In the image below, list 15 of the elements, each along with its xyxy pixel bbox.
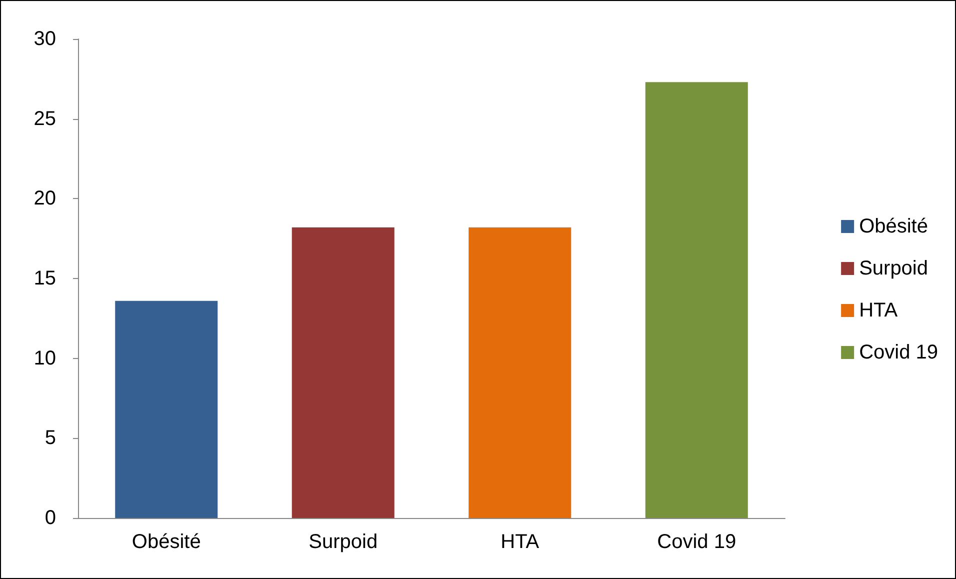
x-tick-label: HTA — [500, 531, 540, 553]
y-tick-label: 20 — [34, 188, 56, 210]
y-tick-label: 30 — [34, 28, 56, 50]
x-tick-label: Covid 19 — [657, 531, 736, 553]
y-tick-label: 0 — [44, 507, 56, 529]
legend-label: Covid 19 — [859, 342, 938, 364]
legend-label: HTA — [859, 300, 898, 322]
y-tick-label: 25 — [34, 108, 56, 130]
x-tick-label: Obésité — [132, 531, 201, 553]
legend-label: Obésité — [859, 216, 928, 238]
y-tick-label: 15 — [34, 268, 56, 290]
x-tick-label: Surpoid — [308, 531, 378, 553]
y-tick-label: 10 — [34, 347, 56, 370]
y-tick-label: 5 — [44, 427, 56, 450]
legend-label: Surpoid — [859, 258, 928, 280]
